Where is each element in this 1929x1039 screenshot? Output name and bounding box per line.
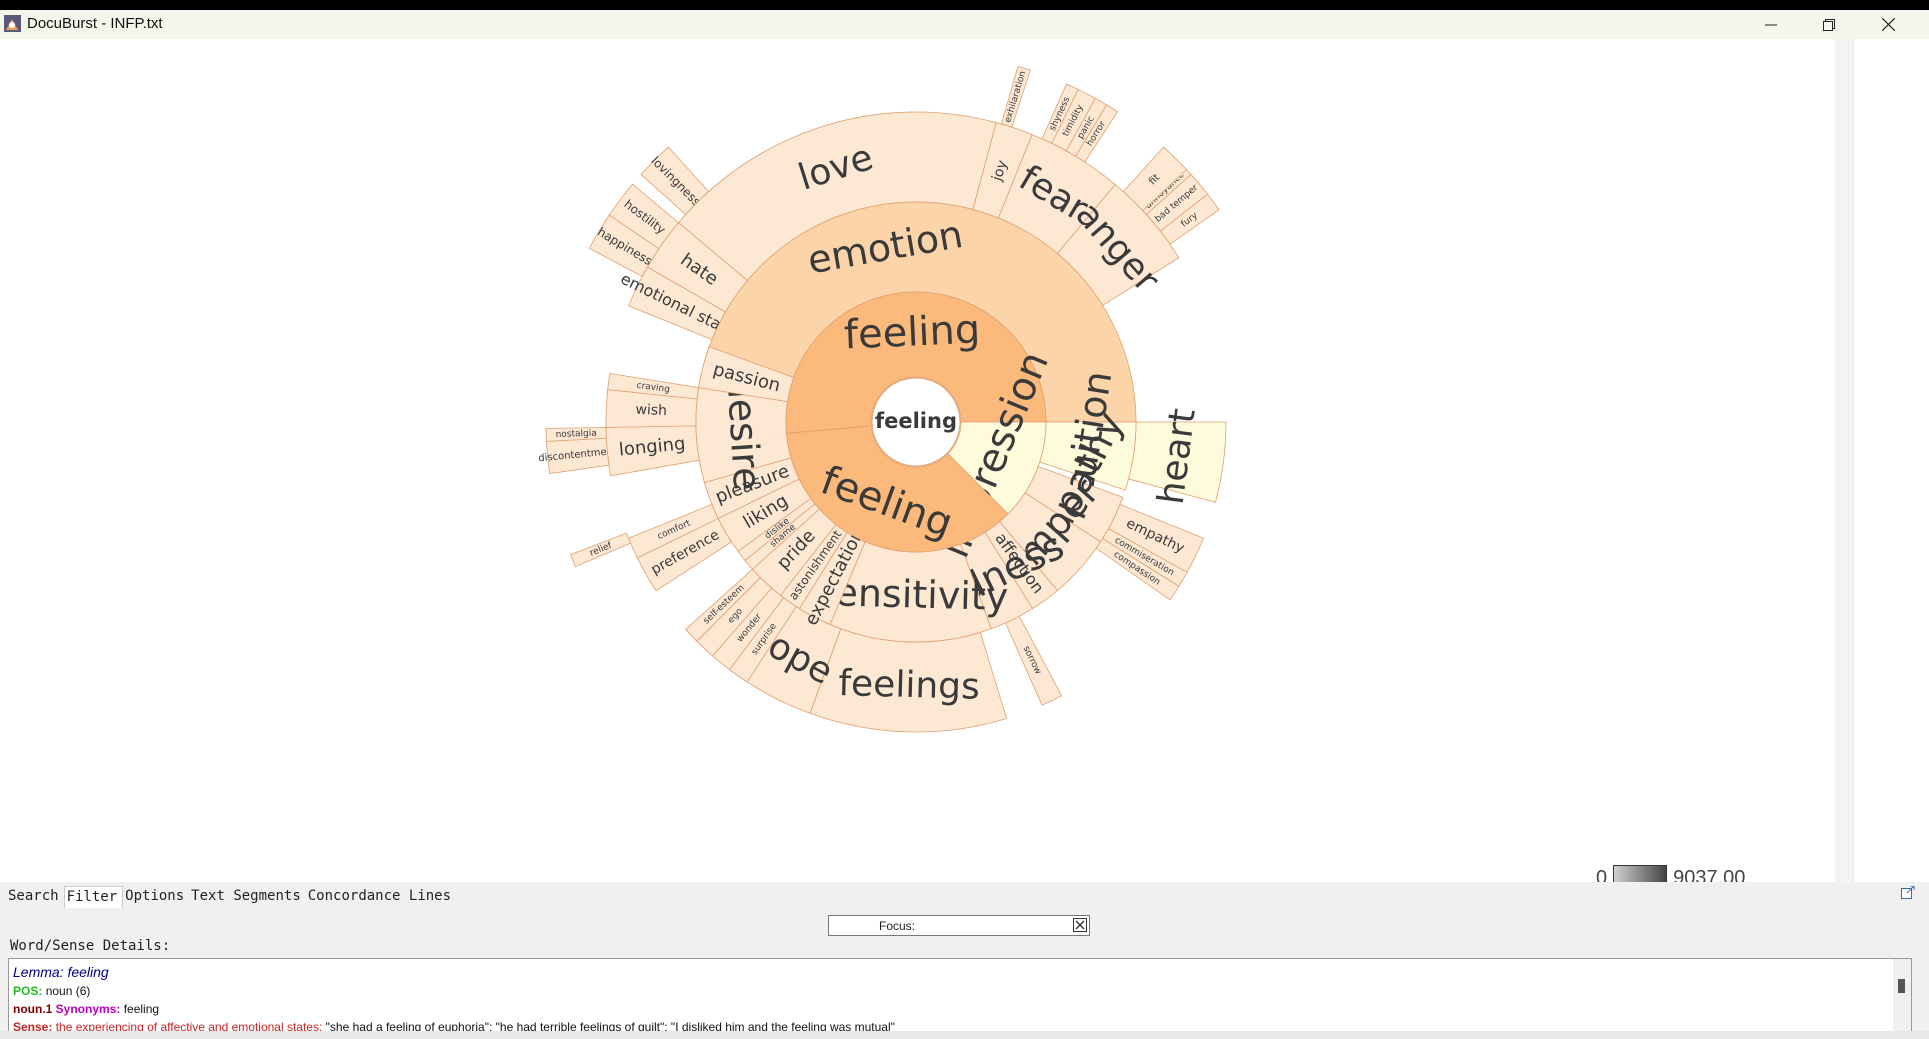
segment-label: joy xyxy=(989,158,1011,184)
sense-example: "she had a feeling of euphoria"; "he had… xyxy=(325,1020,895,1032)
tab-concordance-lines[interactable]: Concordance Lines xyxy=(307,888,452,904)
visualization-canvas[interactable]: exhilaration shyness timidity panic horror an… xyxy=(0,39,1835,891)
segment-sorrow[interactable]: sorrow xyxy=(1004,615,1063,706)
segment-label: feeling xyxy=(843,307,981,359)
tab-options[interactable]: Options xyxy=(125,888,185,904)
details-heading: Word/Sense Details: xyxy=(10,938,171,954)
segment-heart[interactable]: heart xyxy=(1128,406,1227,507)
segment-hate[interactable]: hate xyxy=(646,222,749,313)
close-icon xyxy=(1881,18,1895,31)
center-circle[interactable] xyxy=(871,377,961,467)
pos-value: noun (6) xyxy=(45,984,91,998)
focus-label: Focus: xyxy=(879,919,916,933)
segment-fear[interactable]: fear xyxy=(997,134,1116,255)
popout-icon[interactable] xyxy=(1901,886,1915,899)
right-panel xyxy=(1853,39,1929,882)
restore-button[interactable] xyxy=(1801,10,1857,39)
segment-longing[interactable]: longing xyxy=(605,425,700,477)
sunburst-center[interactable]: feeling xyxy=(871,377,961,467)
segment-feelings[interactable]: feelings xyxy=(809,628,1008,733)
legend-min: 0 xyxy=(1596,866,1608,889)
minimize-button[interactable] xyxy=(1743,10,1799,39)
tab-search[interactable]: Search xyxy=(8,888,59,904)
details-content: Lemma: feeling POS: noun (6) noun.1 Syno… xyxy=(13,963,1883,1032)
segment-shape[interactable] xyxy=(786,425,1009,553)
tab-text-segments[interactable]: Text Segments xyxy=(191,888,301,904)
scrollbar-track[interactable] xyxy=(1835,39,1853,882)
close-button[interactable] xyxy=(1860,10,1916,39)
segment-label: exhilaration xyxy=(1003,70,1028,124)
sense-value: the experiencing of affective and emotio… xyxy=(55,1020,323,1032)
pos-label: POS: xyxy=(13,984,43,998)
tab-bar: Search Filter Options Text Segments Conc… xyxy=(6,886,456,908)
synonyms-value: feeling xyxy=(123,1002,160,1016)
segment-relief[interactable]: relief xyxy=(570,532,632,568)
minimize-icon xyxy=(1765,24,1777,25)
app-icon xyxy=(4,15,21,32)
segment-discontentment[interactable]: discontentment xyxy=(538,437,618,474)
segment-label: wish xyxy=(635,402,667,419)
segment-label: nostalgia xyxy=(555,429,597,440)
sense-label: Sense: xyxy=(13,1020,53,1032)
window-title: DocuBurst - INFP.txt xyxy=(27,15,163,32)
sense-id: noun.1 xyxy=(13,1002,53,1016)
tab-filter[interactable]: Filter xyxy=(63,886,124,908)
synonyms-label: Synonyms: xyxy=(55,1002,121,1016)
segment-love[interactable]: love xyxy=(677,111,997,282)
title-bar: DocuBurst - INFP.txt xyxy=(0,10,1929,39)
center-label: feeling xyxy=(875,409,957,433)
sunburst-chart[interactable]: exhilaration shynesstimiditypanichorroran… xyxy=(0,39,1835,882)
status-bar xyxy=(0,1031,1929,1039)
segment-label: relief xyxy=(589,541,615,559)
segment-emotion[interactable]: emotion xyxy=(695,201,1137,498)
segment-label: feelings xyxy=(838,663,980,708)
segment-feeling[interactable]: feeling xyxy=(785,291,1047,434)
control-panel: Search Filter Options Text Segments Conc… xyxy=(0,882,1929,1039)
lemma-text: Lemma: feeling xyxy=(13,964,109,980)
app-window: DocuBurst - INFP.txt exhilaration shyness… xyxy=(0,10,1929,1039)
clear-icon[interactable] xyxy=(1073,918,1087,932)
focus-field[interactable]: Focus: xyxy=(828,915,1090,936)
restore-icon xyxy=(1823,18,1835,31)
details-scrollbar[interactable] xyxy=(1893,959,1911,1031)
scroll-thumb[interactable] xyxy=(1898,979,1905,993)
segment-exhilaration[interactable]: exhilaration xyxy=(1000,65,1031,128)
segment-shape[interactable] xyxy=(785,291,1047,434)
details-panel[interactable]: Lemma: feeling POS: noun (6) noun.1 Syno… xyxy=(8,958,1912,1032)
segment-label: craving xyxy=(636,381,670,395)
segment-feeling[interactable]: feeling xyxy=(786,425,1009,553)
